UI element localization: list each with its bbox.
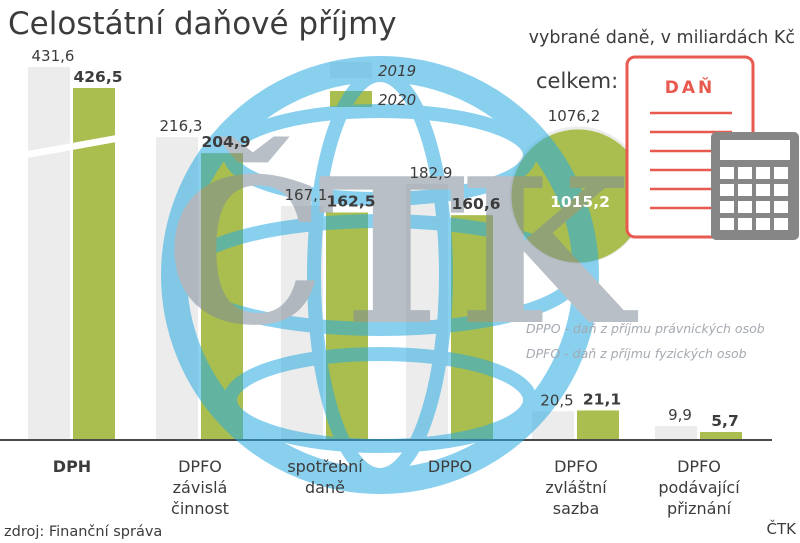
category-label-line: podávající <box>658 478 740 497</box>
note-dpfo: DPFO - daň z příjmu fyzických osob <box>526 346 747 361</box>
category-label: DPH <box>53 457 91 476</box>
category-label-line: spotřební <box>287 457 363 476</box>
value-label-2019: 20,5 <box>540 391 573 409</box>
category-label: spotřební daně <box>287 457 363 497</box>
category-label-line: DPFO <box>677 457 721 476</box>
text-layer: Celostátní daňové příjmy vybrané daně, v… <box>4 6 797 540</box>
watermark-globe-band <box>223 347 537 453</box>
calculator-key <box>774 167 788 179</box>
watermark-globe-meridian <box>307 68 453 482</box>
value-label-2019: 216,3 <box>160 117 203 135</box>
tax-illustration: DAŇ <box>625 55 799 240</box>
calculator-key <box>774 218 788 230</box>
calculator-key <box>720 184 734 196</box>
category-label-line: DPH <box>53 457 91 476</box>
agency-credit: ČTK <box>767 519 798 538</box>
category-label-line: zvláštní <box>545 478 607 497</box>
calculator-key <box>774 184 788 196</box>
chart-title: Celostátní daňové příjmy <box>8 6 397 42</box>
total-label: celkem: <box>536 69 618 93</box>
value-label-2019: 9,9 <box>668 406 692 424</box>
category-label: DPPO <box>428 457 472 476</box>
bar-2019 <box>655 426 697 440</box>
bar-2020 <box>700 432 742 440</box>
axis-break-mark <box>22 134 122 159</box>
category-label-line: DPFO <box>554 457 598 476</box>
value-label-2020: 426,5 <box>73 68 122 86</box>
category-label-line: sazba <box>553 499 600 518</box>
calculator-key <box>720 167 734 179</box>
legend-label-2019: 2019 <box>378 62 416 80</box>
total-value-2020: 1015,2 <box>550 193 610 211</box>
value-label-2020: 21,1 <box>583 390 621 408</box>
calculator-key <box>756 184 770 196</box>
bar-2020 <box>577 410 619 440</box>
chart-subtitle: vybrané daně, v miliardách Kč <box>529 28 795 48</box>
note-dppo: DPPO - daň z příjmu právnických osob <box>526 321 765 336</box>
calculator-key <box>756 201 770 213</box>
value-label-2019: 182,9 <box>410 164 453 182</box>
document-title: DAŇ <box>665 76 716 98</box>
calculator-key <box>756 167 770 179</box>
category-label-line: závislá <box>173 478 228 497</box>
legend-label-2020: 2020 <box>378 91 416 109</box>
value-label-2019: 431,6 <box>32 47 75 65</box>
calculator-key <box>720 218 734 230</box>
total-value-2019: 1076,2 <box>548 107 601 125</box>
calculator-key <box>738 201 752 213</box>
value-label-2019: 167,1 <box>285 186 328 204</box>
category-label-line: DPFO <box>178 457 222 476</box>
value-label-2020: 160,6 <box>451 195 500 213</box>
category-label: DPFO zvláštní sazba <box>545 457 607 518</box>
calculator-key <box>756 218 770 230</box>
category-label-line: přiznání <box>667 499 732 518</box>
watermark-globe-band <box>223 104 537 206</box>
category-label-line: činnost <box>171 499 229 518</box>
calculator-key <box>738 167 752 179</box>
value-label-2020: 162,5 <box>326 193 375 211</box>
watermark-letters: ČTK <box>166 135 638 370</box>
category-label: DPFO závislá činnost <box>171 457 229 518</box>
value-label-2020: 204,9 <box>201 133 250 151</box>
calculator-key <box>774 201 788 213</box>
source-note: zdroj: Finanční správa <box>4 524 162 540</box>
calculator-key <box>738 184 752 196</box>
calculator-key <box>738 218 752 230</box>
ctk-watermark: ČTK <box>161 56 646 494</box>
bar-2019 <box>28 67 70 440</box>
category-label: DPFO podávající přiznání <box>658 457 740 518</box>
value-label-2020: 5,7 <box>711 412 738 430</box>
calculator-key <box>720 201 734 213</box>
category-label-line: DPPO <box>428 457 472 476</box>
category-label-line: daně <box>305 478 345 497</box>
calculator-screen <box>720 140 790 160</box>
watermark-globe-band <box>177 214 583 336</box>
